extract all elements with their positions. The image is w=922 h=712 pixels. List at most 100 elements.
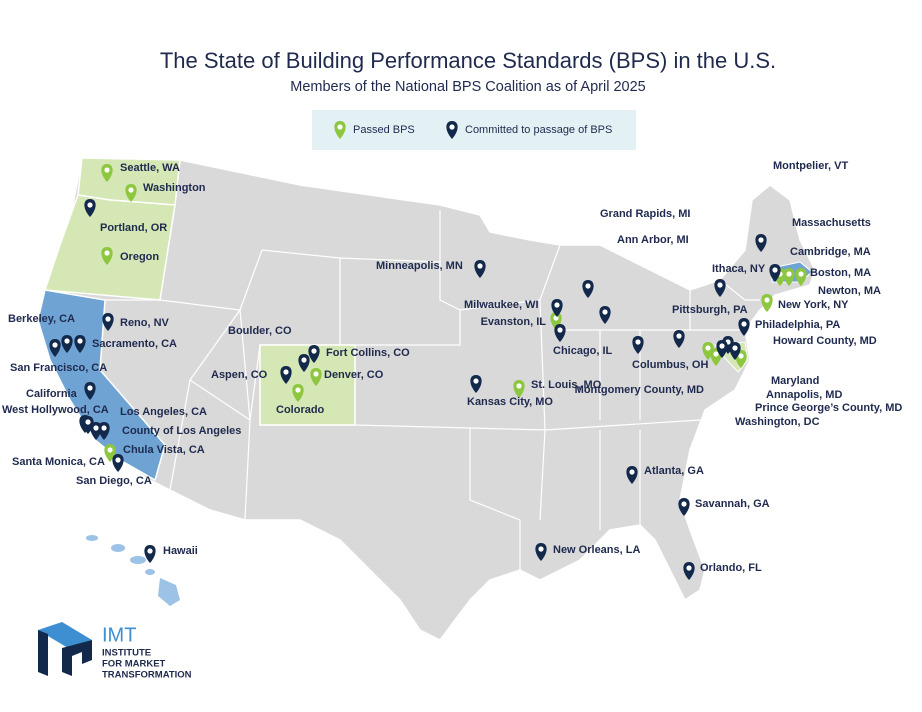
pin — [729, 342, 741, 360]
place-label: Montgomery County, MD — [575, 384, 704, 396]
pin-dot — [516, 383, 522, 389]
logo-line: TRANSFORMATION — [102, 670, 192, 681]
pin-dot — [77, 338, 83, 344]
place-label: Denver, CO — [324, 369, 384, 381]
place-label: Chicago, IL — [553, 345, 613, 357]
place-label: Evanston, IL — [481, 316, 547, 328]
pin-dot — [553, 315, 559, 321]
pin-dot — [585, 283, 591, 289]
place-label: Reno, NV — [120, 317, 170, 329]
pin-dot — [128, 187, 134, 193]
pin-dot — [147, 548, 153, 554]
pin — [101, 247, 113, 265]
pin-dot — [104, 167, 110, 173]
subtitle: Members of the National BPS Coalition as… — [290, 79, 645, 95]
place-label: Newton, MA — [818, 285, 881, 297]
place-label: Savannah, GA — [695, 498, 770, 510]
place-label: County of Los Angeles — [122, 425, 241, 437]
pin — [474, 260, 486, 278]
logo-name: IMT — [102, 624, 136, 646]
pin — [101, 164, 113, 182]
pin — [280, 366, 292, 384]
pin — [673, 330, 685, 348]
pin — [49, 339, 61, 357]
logo: IMT INSTITUTE FOR MARKET TRANSFORMATION — [38, 622, 192, 681]
place-label: Aspen, CO — [211, 369, 268, 381]
place-label: New York, NY — [778, 299, 849, 311]
place-label: Washington, DC — [735, 416, 820, 428]
pin-dot — [772, 267, 778, 273]
pin — [714, 279, 726, 297]
pin-dot — [283, 369, 289, 375]
pin — [144, 545, 156, 563]
place-label: Minneapolis, MN — [376, 260, 463, 272]
place-label: Cambridge, MA — [790, 246, 871, 258]
pin-dot — [107, 447, 113, 453]
pin — [632, 336, 644, 354]
pin-dot — [786, 271, 792, 277]
place-label: Kansas City, MO — [467, 396, 553, 408]
pin — [551, 299, 563, 317]
pin-dot — [93, 425, 99, 431]
pin-dot — [676, 333, 682, 339]
pin-dot — [101, 425, 107, 431]
pin — [738, 318, 750, 336]
pin — [470, 375, 482, 393]
pin-dot — [732, 345, 738, 351]
legend-label: Passed BPS — [353, 124, 415, 136]
place-label: Seattle, WA — [120, 162, 180, 174]
place-label: Chula Vista, CA — [123, 444, 205, 456]
pin-dot — [87, 202, 93, 208]
pin-dot — [738, 353, 744, 359]
pin-dot — [686, 565, 692, 571]
place-label: New Orleans, LA — [553, 544, 640, 556]
pin — [582, 280, 594, 298]
pin — [599, 306, 611, 324]
pin — [310, 368, 322, 386]
title: The State of Building Performance Standa… — [160, 48, 776, 73]
pin — [74, 335, 86, 353]
pin — [61, 335, 73, 353]
pin — [678, 498, 690, 516]
place-label: Prince George’s County, MD — [755, 402, 902, 414]
pin-dot — [557, 327, 563, 333]
place-label: Montpelier, VT — [773, 160, 848, 172]
pin — [446, 121, 458, 139]
place-label: Massachusetts — [792, 217, 871, 229]
pin — [125, 184, 137, 202]
pin — [755, 234, 767, 252]
pin-dot — [758, 237, 764, 243]
logo-line: INSTITUTE — [102, 648, 151, 659]
logo-line: FOR MARKET — [102, 659, 166, 670]
place-label: Orlando, FL — [700, 562, 762, 574]
place-label: Portland, OR — [100, 222, 167, 234]
us-map — [37, 157, 816, 641]
legend-label: Committed to passage of BPS — [465, 124, 612, 136]
pin-dot — [64, 338, 70, 344]
pin-dot — [602, 309, 608, 315]
pin — [783, 268, 795, 286]
place-label: Milwaukee, WI — [464, 299, 539, 311]
pin-dot — [764, 297, 770, 303]
pin-dot — [713, 351, 719, 357]
pin — [84, 199, 96, 217]
place-label: Los Angeles, CA — [120, 406, 207, 418]
pin-dot — [295, 387, 301, 393]
place-label: San Diego, CA — [76, 475, 152, 487]
pin-dot — [115, 457, 121, 463]
pin-dot — [629, 469, 635, 475]
place-label: Philadelphia, PA — [755, 319, 840, 331]
place-label: Maryland — [771, 375, 819, 387]
place-label: Annapolis, MD — [766, 389, 842, 401]
place-label: Oregon — [120, 251, 159, 263]
pin-dot — [798, 271, 804, 277]
state-colorado — [259, 344, 356, 426]
pin — [292, 384, 304, 402]
pin-dot — [681, 501, 687, 507]
pin — [535, 543, 547, 561]
place-label: San Francisco, CA — [10, 362, 107, 374]
place-label: Sacramento, CA — [92, 338, 177, 350]
place-label: Howard County, MD — [773, 335, 877, 347]
place-label: Santa Monica, CA — [12, 456, 105, 468]
